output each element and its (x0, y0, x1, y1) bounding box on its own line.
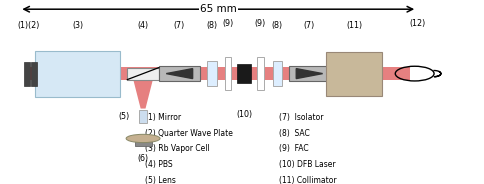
Text: (7): (7) (303, 21, 315, 30)
FancyBboxPatch shape (272, 61, 282, 86)
FancyBboxPatch shape (224, 57, 230, 90)
Text: (10) DFB Laser: (10) DFB Laser (278, 160, 335, 169)
Polygon shape (133, 80, 152, 109)
Text: (9): (9) (254, 20, 266, 28)
FancyBboxPatch shape (237, 64, 250, 83)
Text: (1)(2): (1)(2) (17, 21, 39, 30)
Text: (8)  SAC: (8) SAC (278, 129, 309, 138)
Text: 65 mm: 65 mm (199, 4, 236, 14)
Text: (8): (8) (272, 21, 282, 30)
Text: (4) PBS: (4) PBS (145, 160, 173, 169)
FancyBboxPatch shape (27, 67, 409, 80)
Polygon shape (296, 69, 322, 79)
Ellipse shape (126, 134, 160, 143)
Text: (5) Lens: (5) Lens (145, 176, 176, 184)
FancyBboxPatch shape (288, 66, 329, 81)
FancyBboxPatch shape (31, 62, 36, 86)
Polygon shape (166, 69, 192, 79)
Text: (11): (11) (345, 21, 362, 30)
Text: (3) Rb Vapor Cell: (3) Rb Vapor Cell (145, 144, 210, 153)
Text: (10): (10) (235, 110, 252, 118)
Text: (9): (9) (222, 20, 233, 28)
FancyBboxPatch shape (134, 141, 151, 146)
Text: (3): (3) (72, 21, 83, 30)
Text: (9)  FAC: (9) FAC (278, 144, 308, 153)
FancyBboxPatch shape (325, 52, 381, 96)
FancyBboxPatch shape (257, 57, 263, 90)
FancyBboxPatch shape (35, 51, 120, 97)
Text: (12): (12) (408, 20, 424, 28)
FancyBboxPatch shape (139, 110, 147, 123)
Text: (7): (7) (173, 21, 185, 30)
Text: (2) Quarter Wave Plate: (2) Quarter Wave Plate (145, 129, 233, 138)
Text: (1) Mirror: (1) Mirror (145, 113, 181, 122)
Text: (11) Collimator: (11) Collimator (278, 176, 336, 184)
Text: (5): (5) (118, 112, 129, 121)
FancyBboxPatch shape (127, 68, 158, 79)
Text: (6): (6) (137, 154, 148, 163)
Text: (8): (8) (206, 21, 217, 30)
Text: (7)  Isolator: (7) Isolator (278, 113, 323, 122)
Text: (4): (4) (137, 21, 148, 30)
FancyBboxPatch shape (207, 61, 216, 86)
FancyBboxPatch shape (158, 66, 200, 81)
FancyBboxPatch shape (24, 62, 30, 86)
